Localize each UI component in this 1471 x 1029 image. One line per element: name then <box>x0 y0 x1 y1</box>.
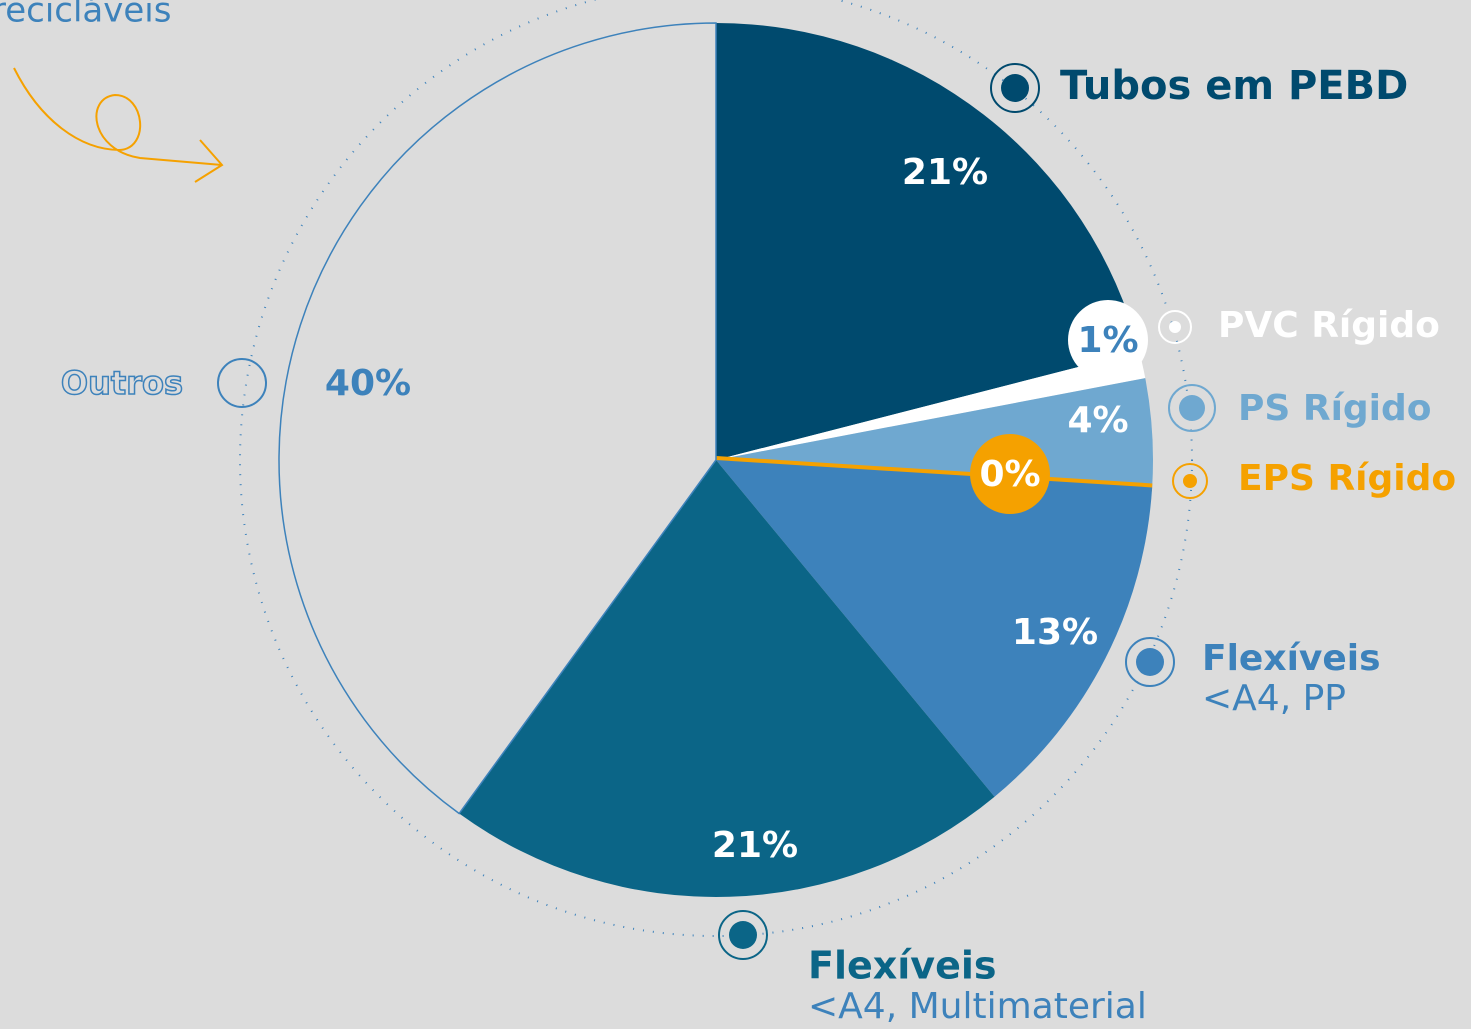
legend-ring <box>1168 384 1216 432</box>
value-label-badge <box>1068 300 1148 380</box>
legend-sublabel: <A4, PP <box>1202 678 1346 719</box>
legend-dot <box>1169 321 1181 333</box>
value-label: 40% <box>325 363 411 404</box>
legend-label: Flexíveis <box>808 944 996 988</box>
legend-label: Outros <box>61 364 183 402</box>
legend-ring <box>1172 463 1208 499</box>
legend-ring <box>990 63 1040 113</box>
legend-ring <box>1158 310 1192 344</box>
legend-label: Tubos em PEBD <box>1060 63 1408 109</box>
legend-dot <box>1183 474 1197 488</box>
legend-dot <box>1179 395 1205 421</box>
value-label: 0% <box>979 454 1040 495</box>
value-label: 13% <box>1012 612 1098 653</box>
decorative-arrow <box>13 67 224 183</box>
legend-dot <box>729 921 757 949</box>
legend-label: PS Rígido <box>1238 388 1432 429</box>
pie-slice <box>459 460 995 897</box>
legend-ring <box>718 910 768 960</box>
value-label: 4% <box>1067 400 1128 441</box>
value-label: 21% <box>712 825 798 866</box>
value-label-badge <box>970 434 1050 514</box>
legend-ring <box>1125 637 1175 687</box>
dotted-ring <box>239 0 1193 937</box>
legend-dot <box>1136 648 1164 676</box>
value-label: 21% <box>902 152 988 193</box>
chart-title: recicláveis <box>0 0 171 31</box>
legend-ring <box>217 358 267 408</box>
legend-label: PVC Rígido <box>1218 305 1440 346</box>
legend-dot <box>1001 74 1029 102</box>
pie-slice <box>278 22 717 815</box>
pie-slice <box>716 460 1153 797</box>
pie-slice <box>716 23 1140 460</box>
legend-sublabel: <A4, Multimaterial <box>808 986 1147 1027</box>
pie-slice <box>716 351 1146 460</box>
legend-label: Flexíveis <box>1202 638 1381 679</box>
value-label: 1% <box>1077 320 1138 361</box>
legend-label: EPS Rígido <box>1238 458 1456 499</box>
